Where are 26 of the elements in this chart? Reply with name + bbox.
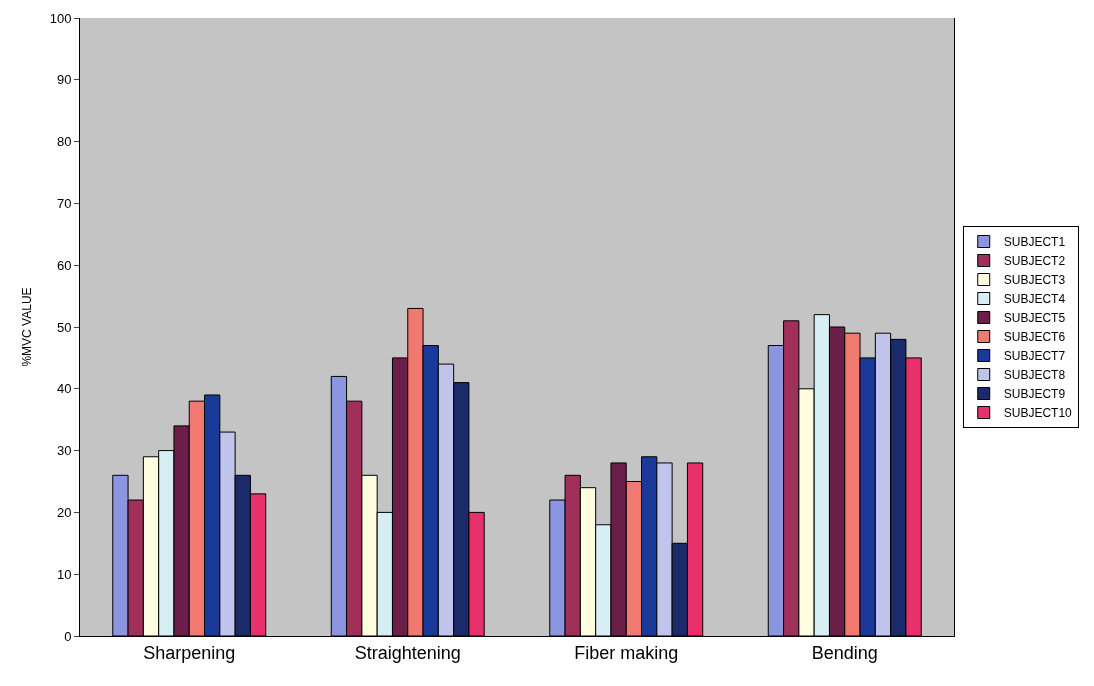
legend-label: SUBJECT2 bbox=[1003, 254, 1066, 269]
x-tick-label: Bending bbox=[811, 642, 878, 663]
legend-label: SUBJECT1 bbox=[1003, 235, 1066, 250]
legend-label: SUBJECT6 bbox=[1003, 330, 1066, 345]
y-tick-label: 80 bbox=[56, 134, 72, 150]
y-tick-label: 50 bbox=[56, 319, 72, 335]
legend-label: SUBJECT8 bbox=[1003, 368, 1066, 383]
y-tick-label: 70 bbox=[56, 195, 72, 211]
y-tick-label: 100 bbox=[49, 10, 72, 26]
y-axis-title: %MVC VALUE bbox=[20, 287, 34, 367]
legend-label: SUBJECT10 bbox=[1003, 406, 1073, 421]
legend-label: SUBJECT9 bbox=[1003, 387, 1066, 402]
y-tick-label: 20 bbox=[56, 504, 72, 520]
legend-label: SUBJECT3 bbox=[1003, 273, 1066, 288]
y-tick-label: 0 bbox=[64, 628, 72, 644]
x-tick-label: Sharpening bbox=[143, 642, 236, 663]
y-tick-label: 60 bbox=[56, 257, 72, 273]
legend-label: SUBJECT5 bbox=[1003, 311, 1066, 326]
x-tick-label: Fiber making bbox=[574, 642, 679, 663]
y-tick-label: 10 bbox=[56, 566, 72, 582]
legend-label: SUBJECT7 bbox=[1003, 349, 1066, 364]
y-tick-label: 30 bbox=[56, 443, 72, 459]
y-tick-label: 40 bbox=[56, 381, 72, 397]
x-tick-label: Straightening bbox=[354, 642, 461, 663]
y-tick-label: 90 bbox=[56, 72, 72, 88]
legend-label: SUBJECT4 bbox=[1003, 292, 1066, 307]
